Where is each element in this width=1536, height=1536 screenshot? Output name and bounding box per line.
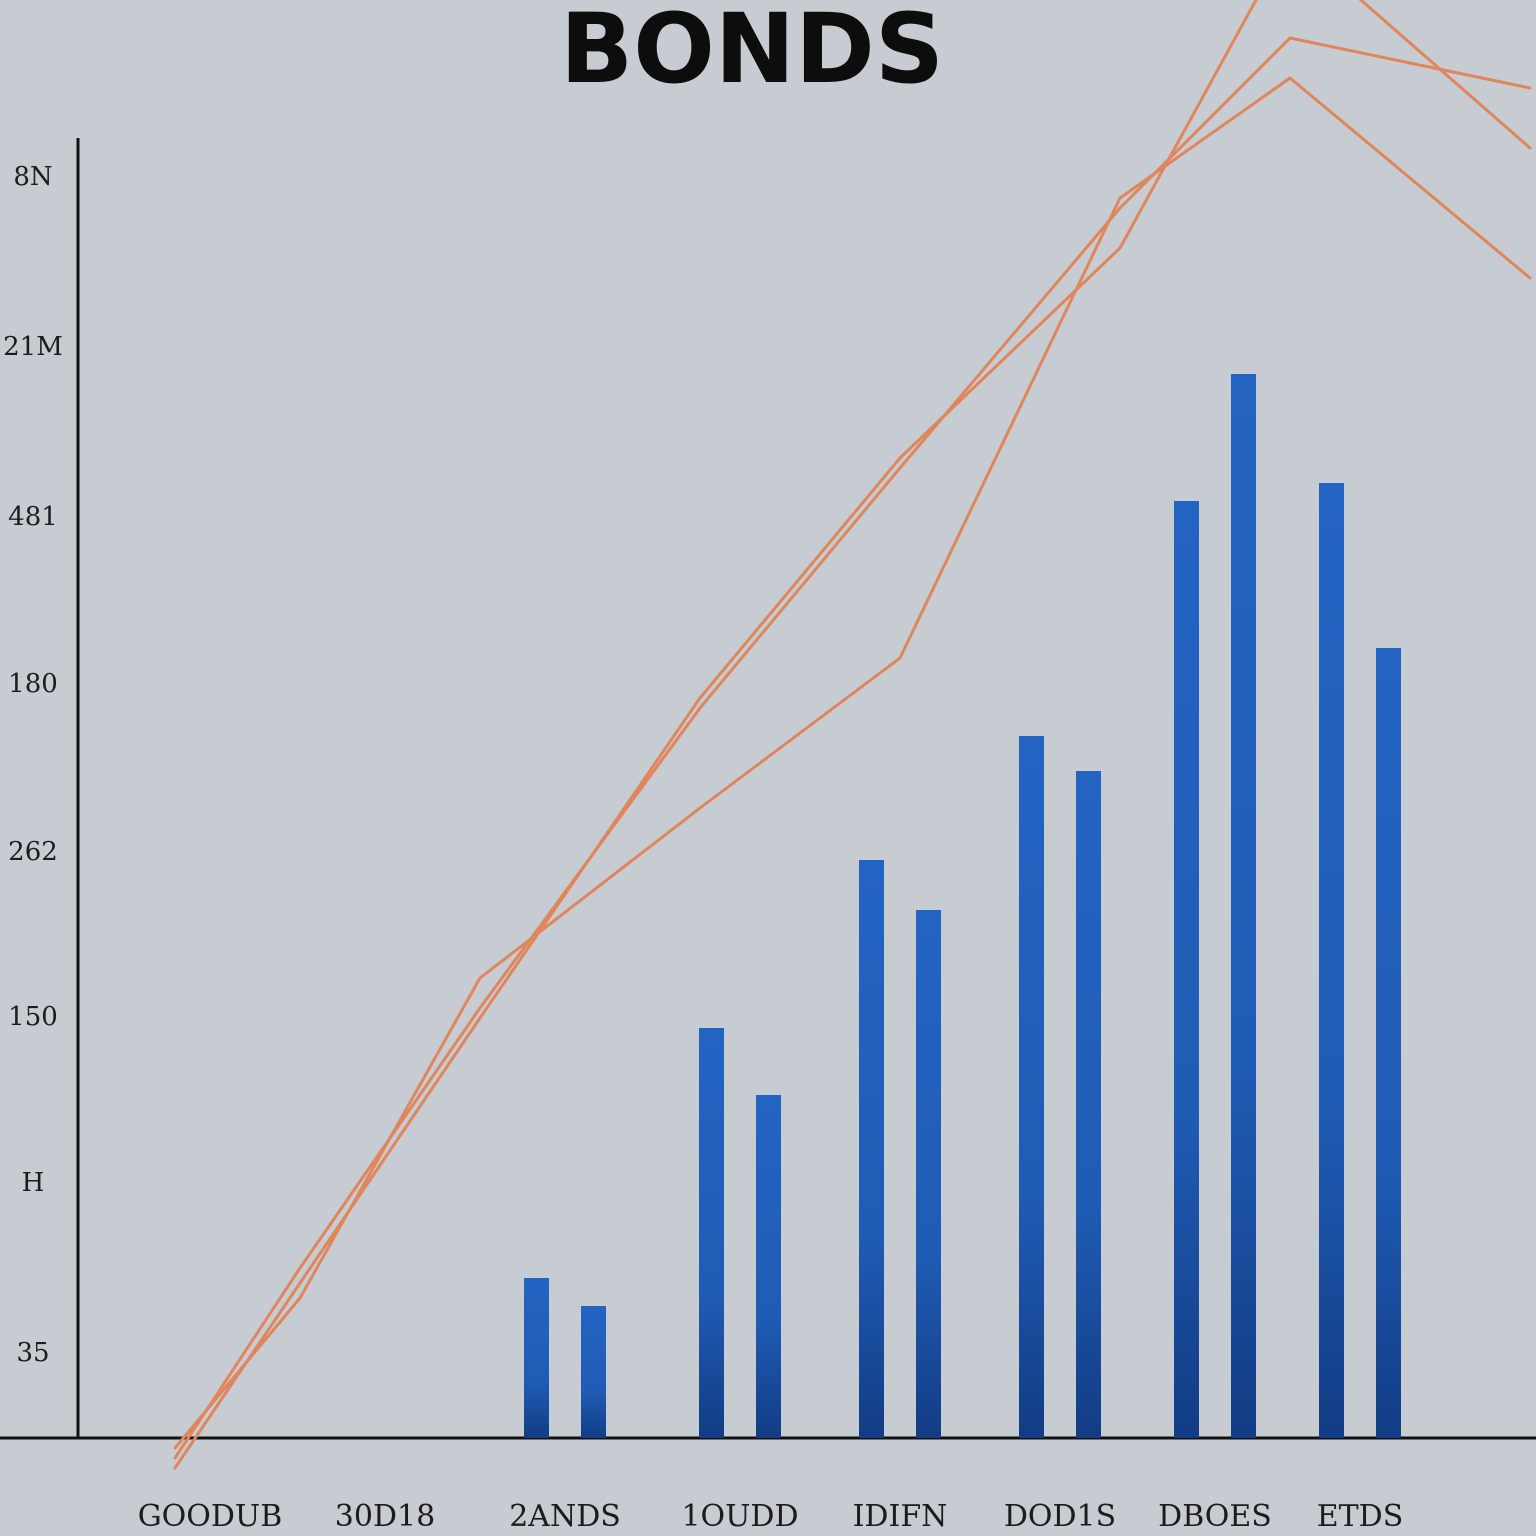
line-series-1 <box>173 36 1532 1460</box>
line-series-3 <box>173 76 1532 1450</box>
bar-series-2-2ands <box>581 1306 606 1438</box>
bar-series-2-etds <box>1376 648 1401 1438</box>
line-series-2 <box>173 0 1532 1470</box>
bar-series-2-1oudd <box>756 1095 781 1438</box>
x-tick-label: 30D18 <box>335 1499 435 1534</box>
x-tick-labels: GOODUB 30D18 2ANDS 1OUDD IDIFN DOD1S DBOES ETDS <box>138 1499 1404 1534</box>
x-tick-label: 1OUDD <box>681 1499 798 1534</box>
x-tick-label: DBOES <box>1158 1499 1272 1534</box>
x-tick-label: IDIFN <box>853 1499 948 1534</box>
chart-title: BONDS <box>560 0 944 105</box>
x-tick-label: ETDS <box>1317 1499 1404 1534</box>
line-series-layer <box>173 0 1532 1470</box>
bar-series-2-dboes <box>1231 374 1256 1438</box>
bar-series-2-idifn <box>916 910 941 1438</box>
x-tick-label: DOD1S <box>1004 1499 1116 1534</box>
bar-series-1-idifn <box>859 860 884 1438</box>
y-tick-label: 21M <box>3 332 63 362</box>
y-tick-label: 481 <box>8 502 58 532</box>
y-tick-label: 150 <box>8 1002 58 1032</box>
bar-series-1-dboes <box>1174 501 1199 1438</box>
bar-series-2-dod1s <box>1076 771 1101 1438</box>
y-tick-labels: 35 H 150 262 180 481 21M 8N <box>3 162 63 1368</box>
y-tick-label: H <box>22 1168 45 1198</box>
y-tick-label: 262 <box>8 837 58 867</box>
y-tick-label: 35 <box>16 1338 49 1368</box>
bar-series-1-etds <box>1319 483 1344 1438</box>
bar-series-layer <box>524 374 1401 1438</box>
bar-series-1-2ands <box>524 1278 549 1438</box>
y-tick-label: 8N <box>13 162 52 192</box>
x-tick-label: 2ANDS <box>509 1499 621 1534</box>
bar-series-1-dod1s <box>1019 736 1044 1438</box>
x-tick-label: GOODUB <box>138 1499 283 1534</box>
bar-series-1-1oudd <box>699 1028 724 1438</box>
y-tick-label: 180 <box>8 669 58 699</box>
